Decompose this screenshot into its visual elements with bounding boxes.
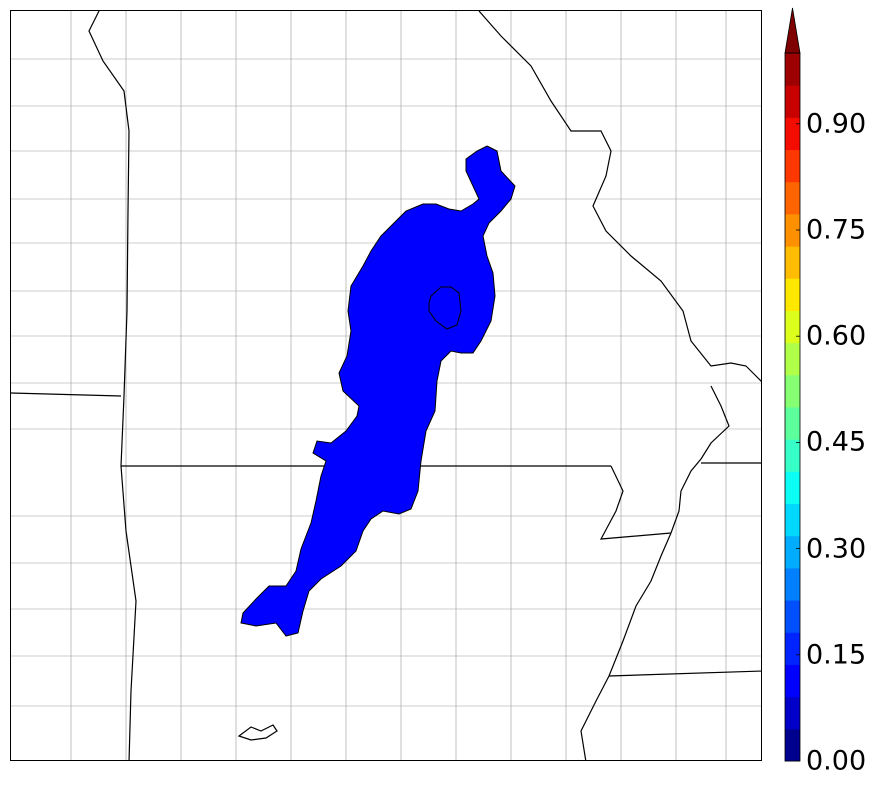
colorbar-segment	[785, 664, 800, 698]
colorbar-tick-0: 0.00	[806, 745, 867, 777]
colorbar-segment	[785, 85, 800, 118]
colorbar-segment	[785, 632, 800, 665]
colorbar-segment	[785, 310, 800, 344]
colorbar-tick-4: 0.60	[806, 320, 867, 352]
probability-contour-0.10-0.15	[240, 145, 516, 637]
colorbar-segment	[785, 342, 800, 376]
colorbar-tick-6: 0.90	[806, 108, 867, 140]
colorbar-segment	[785, 213, 800, 247]
colorbar-segment	[785, 374, 800, 408]
colorbar-segment	[785, 278, 800, 311]
colorbar-segment	[785, 471, 800, 505]
colorbar-tick-1: 0.15	[806, 639, 867, 671]
colorbar-segment	[785, 181, 800, 215]
colorbar-segment	[785, 728, 800, 762]
colorbar	[784, 7, 801, 763]
colorbar-segment	[785, 567, 800, 601]
colorbar-segment	[785, 535, 800, 569]
colorbar-segment	[785, 149, 800, 183]
colorbar-tick-5: 0.75	[806, 214, 867, 246]
colorbar-tick-2: 0.30	[806, 533, 867, 565]
county-map	[11, 11, 761, 760]
colorbar-segment	[785, 696, 800, 730]
colorbar-segment	[785, 407, 800, 440]
colorbar-segment	[785, 439, 800, 472]
colorbar-segment	[785, 503, 800, 537]
colorbar-tick-3: 0.45	[806, 426, 867, 458]
colorbar-extend-arrow	[784, 7, 801, 54]
colorbar-svg	[784, 7, 801, 762]
colorbar-segment	[785, 53, 800, 86]
state-boundaries	[11, 11, 761, 760]
colorbar-segment	[785, 600, 800, 633]
colorbar-segment	[785, 246, 800, 279]
colorbar-segment	[785, 117, 800, 151]
map-panel	[10, 10, 762, 761]
forecast-probability-area	[240, 145, 516, 637]
colorbar-outline	[784, 52, 801, 762]
